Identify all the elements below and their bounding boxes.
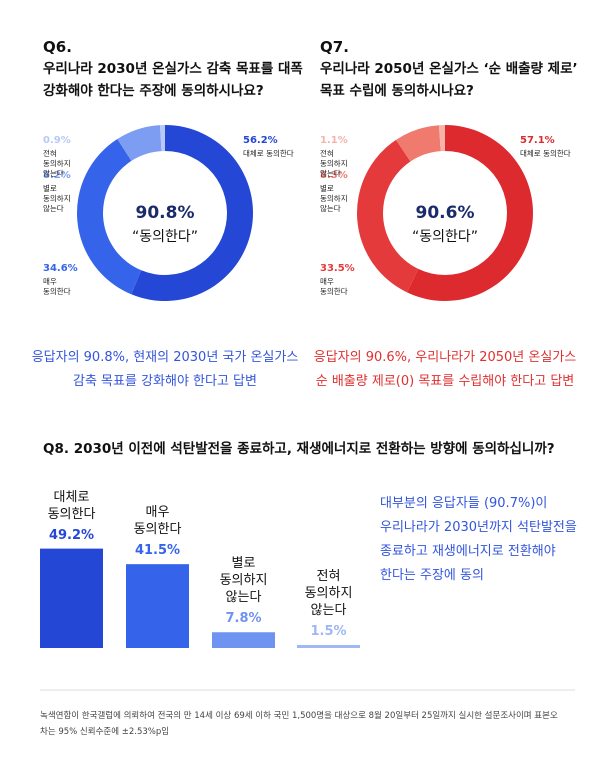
bar-value-label: 41.5% [134,543,181,559]
question-title: Q8. 2030년 이전에 석탄발전을 종료하고, 재생에너지로 전환하는 방향… [43,441,555,457]
center-value: 90.8% [136,203,195,223]
donut-slice [160,125,165,152]
bar-category-label: 전혀 동의하지 않는다 [304,568,353,618]
slice-value-label: 1.1% [320,135,348,146]
bar [40,548,103,648]
donut-slice [77,139,142,295]
bar-value-label: 1.5% [310,623,347,639]
slice-value-label: 57.1% [520,135,555,146]
center-value: 90.6% [416,203,475,223]
slice-category-label: 전혀 동의하지 않는다 [43,149,71,178]
question-number: Q7. [320,38,349,56]
donut-slice [131,125,253,301]
slice-value-label: 56.2% [243,135,278,146]
slice-value-label: 0.9% [43,135,71,146]
bar [297,644,360,648]
slice-value-label: 8.2% [43,170,71,181]
donut-slice [438,125,445,152]
donut-slice [117,125,162,161]
slice-category-label: 대체로 동의한다 [243,149,294,158]
slice-value-label: 34.6% [43,263,78,274]
slice-category-label: 전혀 동의하지 않는다 [320,149,348,178]
bar-value-label: 7.8% [225,611,262,627]
slice-category-label: 대체로 동의한다 [520,149,571,158]
bar [126,564,189,648]
slice-category-label: 매우 동의한다 [43,277,71,296]
donut-slice [357,139,419,293]
question-title: 우리나라 2030년 온실가스 감축 목표를 대폭 강화해야 한다는 주장에 동… [43,61,303,99]
center-text: “동의한다” [412,229,478,245]
footnote: 녹색연합이 한국갤럽에 의뢰하여 전국의 만 14세 이상 69세 이하 국민 … [40,711,558,737]
bar-category-label: 매우 동의한다 [133,505,182,538]
question-title: 우리나라 2050년 온실가스 ‘순 배출량 제로’ 목표 수립에 동의하시나요… [320,61,578,99]
slice-category-label: 별로 동의하지 않는다 [320,184,348,213]
note: 대부분의 응답자들 (90.7%)이 우리나라가 2030년까지 석탄발전을 종… [380,496,577,583]
donut-slice [395,125,441,162]
bar-category-label: 대체로 동의한다 [47,489,96,522]
bar [212,632,275,648]
bar-value-label: 49.2% [48,527,95,543]
slice-value-label: 33.5% [320,263,355,274]
donut-slice [407,125,533,301]
slice-category-label: 별로 동의하지 않는다 [43,184,71,213]
bar-category-label: 별로 동의하지 않는다 [219,556,268,606]
note: 응답자의 90.8%, 현재의 2030년 국가 온실가스 감축 목표를 강화해… [31,350,299,389]
slice-value-label: 8.3% [320,170,348,181]
slice-category-label: 매우 동의한다 [320,277,348,296]
question-number: Q6. [43,38,72,56]
center-text: “동의한다” [132,229,198,245]
note: 응답자의 90.6%, 우리나라가 2050년 온실가스 순 배출량 제로(0)… [313,350,577,389]
